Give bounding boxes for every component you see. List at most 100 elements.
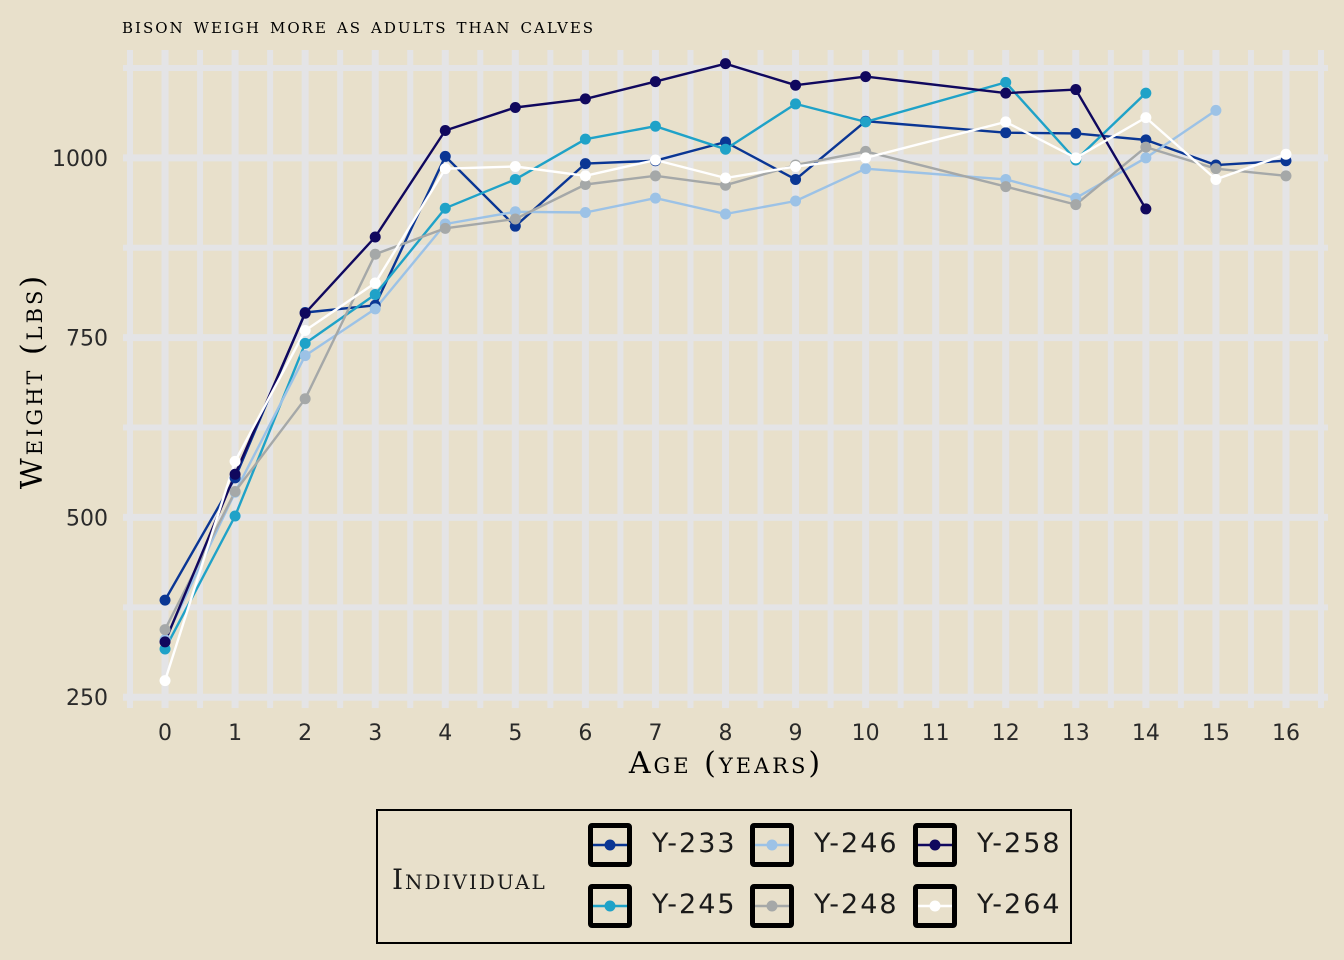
series-line-y-258 [163,62,1147,643]
legend-label: Y-258 [977,828,1062,859]
data-point-y-245 [369,289,381,301]
data-point-y-245 [1140,87,1152,99]
data-point-y-258 [1070,84,1082,96]
data-point-y-258 [790,79,802,91]
data-point-y-245 [790,98,802,110]
data-point-y-245 [229,510,241,522]
data-point-y-248 [579,178,591,190]
y-tick-label: 500 [66,506,108,531]
legend-label: Y-246 [814,828,899,859]
data-point-y-246 [720,208,731,220]
legend-key-y-264 [913,884,957,928]
data-point-y-258 [159,636,171,648]
grid-major [123,50,1328,708]
y-tick-label: 250 [66,686,108,711]
data-point-y-246 [649,192,661,204]
x-tick-label: 15 [1202,721,1230,746]
data-point-y-246 [579,207,591,219]
legend-label: Y-248 [814,889,899,920]
data-point-y-246 [1140,152,1152,164]
data-point-y-245 [439,202,451,214]
data-point-y-248 [509,213,521,225]
data-point-y-245 [509,173,521,185]
data-point-y-258 [1140,203,1152,215]
data-point-y-233 [790,173,802,185]
data-point-y-264 [790,160,802,172]
data-point-y-233 [579,158,591,170]
chart-title: bison weigh more as adults than calves [122,14,595,39]
legend-key-y-248 [750,884,794,928]
data-point-y-258 [299,307,311,319]
legend-title: Individual [392,863,547,896]
legend-key-y-245 [588,884,632,928]
x-tick-label: 10 [852,721,880,746]
data-point-y-248 [229,486,241,498]
legend-label: Y-264 [977,889,1062,920]
data-point-y-264 [720,172,731,184]
data-point-y-264 [579,170,591,182]
data-point-y-233 [1000,127,1012,139]
x-tick-label: 13 [1062,721,1090,746]
legend: Individual Y-233 Y-245 Y-246 Y-248 Y-258 Y-26… [376,809,1072,944]
data-point-y-246 [299,350,311,362]
data-point-y-246 [860,163,872,175]
data-point-y-258 [509,102,521,114]
x-tick-label: 14 [1132,721,1160,746]
data-point-y-248 [1070,199,1082,211]
data-point-y-264 [159,675,171,687]
data-point-y-264 [509,160,521,172]
legend-key-y-233 [588,823,632,867]
data-point-y-258 [720,58,731,70]
series-lines [163,62,1287,682]
x-axis-title: Age (years) [628,746,823,781]
y-tick-label: 750 [66,327,108,352]
data-point-y-233 [439,150,451,162]
data-point-y-248 [1140,141,1152,153]
data-point-y-248 [649,170,661,182]
x-tick-label: 5 [508,721,522,746]
data-point-y-248 [369,248,381,260]
series-line-y-248 [163,145,1287,631]
x-tick-label: 7 [648,721,662,746]
data-point-y-233 [159,594,171,606]
y-axis-title: Weight (lbs) [15,273,50,489]
legend-label: Y-233 [652,828,737,859]
data-point-y-264 [369,277,381,289]
series-points [159,58,1292,687]
data-point-y-248 [159,624,171,636]
data-point-y-258 [860,71,872,83]
data-point-y-248 [439,222,451,234]
data-point-y-264 [229,455,241,467]
series-line-y-245 [163,81,1147,650]
data-point-y-248 [1000,181,1012,193]
data-point-y-233 [1070,127,1082,139]
x-tick-label: 11 [922,721,950,746]
data-point-y-258 [439,125,451,137]
legend-key-y-258 [913,823,957,867]
data-point-y-258 [369,231,381,243]
x-tick-labels: 0 1 2 3 4 5 6 7 8 9 10 11 12 13 14 15 16 [158,721,1300,746]
data-point-y-245 [649,120,661,132]
data-point-y-258 [649,76,661,88]
x-tick-label: 9 [789,721,803,746]
data-point-y-246 [1210,104,1222,116]
data-point-y-264 [649,154,661,166]
data-point-y-248 [299,393,311,405]
x-tick-label: 4 [438,721,452,746]
data-point-y-264 [1280,148,1292,160]
data-point-y-258 [579,93,591,105]
x-tick-label: 12 [992,721,1020,746]
x-tick-label: 2 [298,721,312,746]
legend-key-y-246 [750,823,794,867]
data-point-y-246 [369,303,381,315]
y-tick-label: 1000 [52,147,108,172]
x-tick-label: 0 [158,721,172,746]
x-tick-label: 1 [228,721,242,746]
data-point-y-258 [1000,87,1012,99]
y-tick-labels: 250 500 750 1000 [52,147,108,711]
data-point-y-245 [860,116,872,128]
data-point-y-264 [1210,173,1222,185]
legend-label: Y-245 [652,889,737,920]
data-point-y-264 [1000,116,1012,128]
